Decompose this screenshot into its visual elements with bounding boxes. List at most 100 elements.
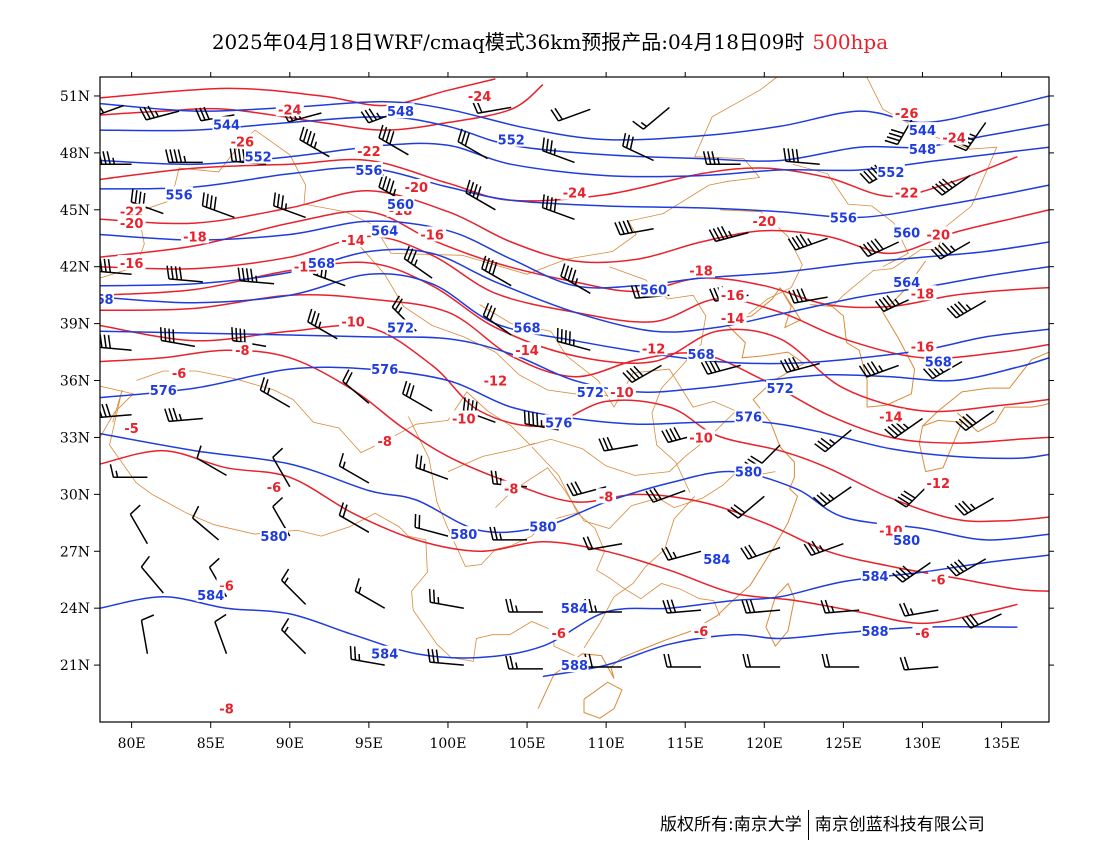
wind-barb-glyph (566, 481, 607, 497)
height-label: 584 (197, 589, 224, 604)
height-label: 576 (545, 416, 572, 431)
wind-barb (259, 377, 291, 408)
wind-barb-glyph (556, 327, 591, 351)
wind-barb-glyph (622, 364, 662, 384)
temperature-label-bg (718, 287, 747, 303)
wind-barb (622, 364, 662, 384)
temperature-label-bg (374, 433, 395, 449)
height-label: 568 (925, 356, 952, 371)
wind-barb (630, 284, 670, 299)
temperature-label: -6 (694, 625, 708, 640)
wind-barb (462, 397, 496, 424)
lon-tick-label: 85E (197, 736, 225, 752)
height-contour-line (100, 273, 1049, 365)
height-label-bg (528, 518, 557, 534)
lon-tick-label: 80E (118, 736, 146, 752)
height-label: 568 (687, 348, 714, 363)
height-label: 552 (245, 151, 272, 166)
wind-barb-glyph (100, 258, 132, 276)
height-contour-line (100, 220, 1049, 289)
temperature-label-bg (596, 488, 617, 504)
height-label: 584 (561, 602, 588, 617)
border-segment (792, 163, 909, 268)
border-segment (832, 77, 998, 307)
wind-barb-glyph (307, 308, 338, 340)
wind-barb (166, 265, 203, 283)
wind-barb-glyph (378, 174, 409, 205)
wind-barb-glyph (859, 238, 900, 258)
wind-barb-glyph (894, 482, 931, 508)
temperature-label-bg (117, 215, 146, 231)
wind-barb (566, 481, 607, 497)
wind-barb-glyph (214, 613, 228, 654)
height-label-bg (196, 586, 225, 602)
wind-barb (280, 618, 307, 655)
height-label-bg (560, 657, 589, 673)
wind-barb (663, 653, 701, 668)
wind-barb-glyph (814, 429, 852, 453)
height-label-bg (386, 196, 415, 212)
temperature-label: -20 (927, 228, 951, 243)
wind-barb (457, 128, 488, 160)
wind-barb (100, 334, 132, 351)
wind-barb (803, 540, 844, 557)
lon-tick-label: 115E (667, 736, 704, 752)
height-label-bg (687, 345, 716, 361)
wind-barb-glyph (259, 377, 291, 408)
coastline-segment (583, 681, 623, 719)
temperature-label-bg (940, 129, 969, 145)
temperature-label: -6 (551, 627, 565, 642)
wind-barb (403, 245, 433, 279)
wind-barb (505, 598, 543, 613)
temperature-label-bg (928, 571, 949, 587)
lon-tick-label: 135E (983, 736, 1020, 752)
wind-barb (360, 108, 401, 124)
height-label-bg (908, 141, 937, 157)
wind-barb-glyph (820, 599, 860, 614)
wind-barb (159, 327, 196, 348)
wind-barb (661, 546, 702, 561)
wind-barb-glyph (598, 436, 638, 452)
wind-barb-glyph (803, 540, 844, 557)
wind-barb (481, 255, 512, 287)
temperature-label-bg (908, 338, 937, 354)
wind-barb (505, 655, 543, 670)
temperature-label-bg (121, 419, 142, 435)
wind-barb (191, 505, 220, 541)
wind-barb (272, 192, 306, 219)
lat-tick-label: 39N (60, 317, 90, 333)
wind-barb-glyph (391, 295, 417, 332)
height-label-bg (307, 254, 336, 270)
height-label: 552 (877, 166, 904, 181)
wind-barb (946, 558, 987, 577)
wind-barb (783, 147, 820, 166)
height-label: 548 (387, 105, 414, 120)
height-label: 580 (260, 530, 287, 545)
temperature-label-bg (481, 372, 510, 388)
height-label-bg (386, 319, 415, 335)
height-label-bg (370, 361, 399, 377)
height-label-bg (244, 148, 273, 164)
height-label-bg (892, 273, 921, 289)
wind-barb (858, 361, 899, 378)
wind-barb-glyph (191, 505, 220, 541)
temperature-label: -16 (721, 289, 745, 304)
wind-barb-glyph (129, 504, 149, 545)
lat-tick-label: 21N (60, 658, 90, 674)
wind-barb-glyph (166, 265, 203, 283)
title-level: 500hpa (812, 30, 889, 54)
wind-barb-glyph (100, 403, 132, 419)
wind-barb (100, 104, 124, 115)
temperature-label: -10 (341, 316, 365, 331)
temperature-label: -20 (405, 181, 429, 196)
wind-barb (349, 645, 385, 666)
temperature-label-bg (892, 105, 921, 121)
wind-barb-glyph (415, 454, 449, 480)
wind-barb (272, 447, 291, 488)
wind-barb (214, 613, 228, 654)
wind-barb-glyph (272, 447, 291, 488)
temperature-contour-line (100, 78, 496, 107)
temperature-label-bg (924, 226, 953, 242)
wind-barb-glyph (523, 410, 559, 431)
wind-barb-glyph (787, 233, 828, 251)
